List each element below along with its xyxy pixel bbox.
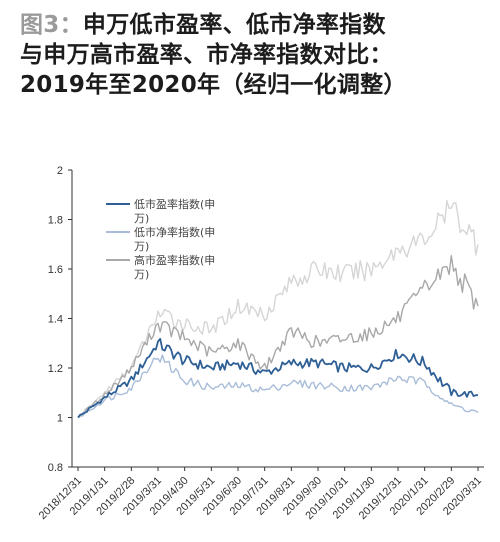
legend-label: 高市盈率指数(申 <box>134 253 215 267</box>
figure-tag: 图3： <box>20 12 83 38</box>
y-tick-label: 1 <box>57 413 63 425</box>
chart-legend: 低市盈率指数(申万)低市净率指数(申万)高市盈率指数(申万) <box>106 197 215 281</box>
y-tick-label: 1.4 <box>48 314 63 326</box>
legend-label: 低市净率指数(申 <box>134 225 215 239</box>
legend-label: 万) <box>134 212 149 225</box>
y-tick-label: 2 <box>57 165 63 177</box>
series-line <box>77 337 478 419</box>
series-line <box>77 200 479 419</box>
title-line-1: 图3：申万低市盈率、低市净率指数 <box>20 10 490 40</box>
y-tick-label: 1.6 <box>48 264 63 276</box>
series-line <box>77 255 479 418</box>
series-layer <box>77 200 479 419</box>
legend-label: 万) <box>134 268 149 281</box>
legend-label: 万) <box>134 240 149 253</box>
legend-label: 低市盈率指数(申 <box>134 197 215 211</box>
title-line-3: 2019年至2020年（经归一化调整） <box>20 72 407 98</box>
chart-title: 图3：申万低市盈率、低市净率指数 与申万高市盈率、市净率指数对比： 2019年至… <box>20 10 490 100</box>
y-tick-label: 1.2 <box>48 363 63 375</box>
title-line-2: 与申万高市盈率、市净率指数对比： <box>20 42 393 68</box>
y-tick-label: 0.8 <box>48 462 63 474</box>
series-line <box>77 354 479 418</box>
chart-axes: 0.811.21.41.61.822018/12/312019/1/312019… <box>37 165 484 522</box>
y-tick-label: 1.8 <box>48 215 63 227</box>
title-text-1: 申万低市盈率、低市净率指数 <box>82 12 386 38</box>
